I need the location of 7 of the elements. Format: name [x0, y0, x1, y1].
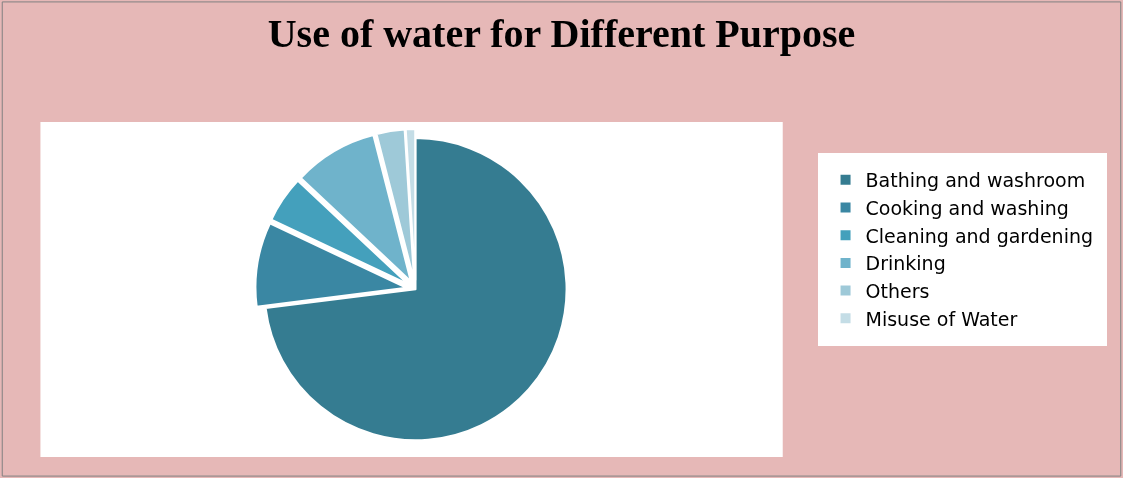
legend-label: Misuse of Water — [865, 307, 1018, 330]
legend-label: Cooking and washing — [865, 196, 1069, 219]
chart-title: Use of water for Different Purpose — [267, 11, 856, 57]
legend-label: Others — [865, 280, 930, 303]
legend-label: Drinking — [865, 252, 946, 275]
legend-label: Cleaning and gardening — [865, 224, 1094, 247]
legend-label: Bathing and washroom — [865, 169, 1086, 192]
